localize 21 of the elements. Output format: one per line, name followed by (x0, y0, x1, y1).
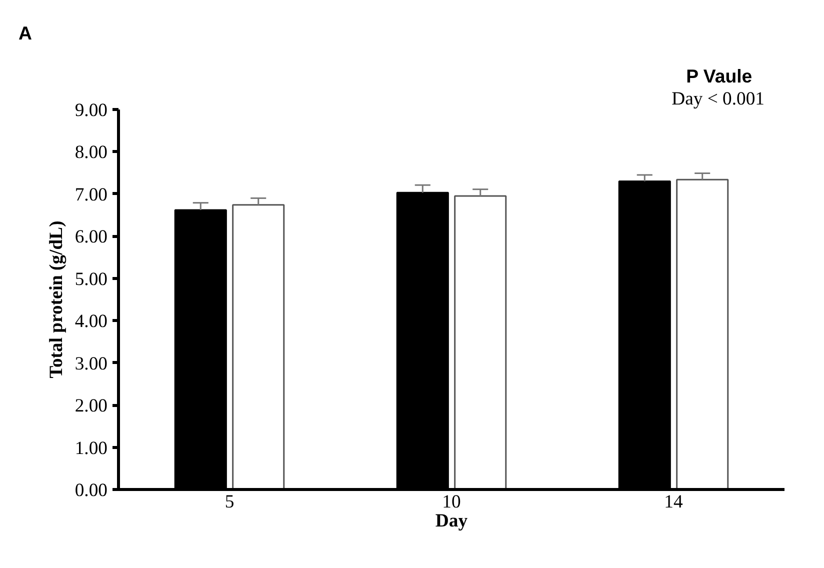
y-tick-label: 4.00 (74, 311, 108, 332)
y-tick-label: 2.00 (74, 396, 108, 417)
y-tick-label: 8.00 (74, 142, 108, 164)
y-tick-label: 0.00 (74, 480, 108, 501)
text: P Vaule (686, 66, 752, 86)
y-tick-label: 1.00 (74, 438, 108, 459)
y-tick-label: 7.00 (74, 184, 108, 206)
x-tick-label: 10 (442, 492, 461, 512)
bar (454, 195, 507, 490)
y-tick-label: 6.00 (74, 226, 108, 248)
x-tick-label: 5 (224, 492, 234, 512)
bar (676, 178, 729, 490)
x-axis-title: Day (435, 510, 468, 532)
chart-title: A (18, 22, 32, 44)
y-tick-label: 3.00 (74, 353, 108, 374)
y-tick-label: 9.00 (74, 100, 108, 121)
annotation: Day < 0.001 (672, 88, 765, 110)
y-tick-label: 5.00 (74, 268, 108, 290)
bar (232, 204, 285, 490)
x-tick-label: 14 (664, 492, 684, 512)
y-axis-title: Total protein (g/dL) (46, 220, 67, 378)
